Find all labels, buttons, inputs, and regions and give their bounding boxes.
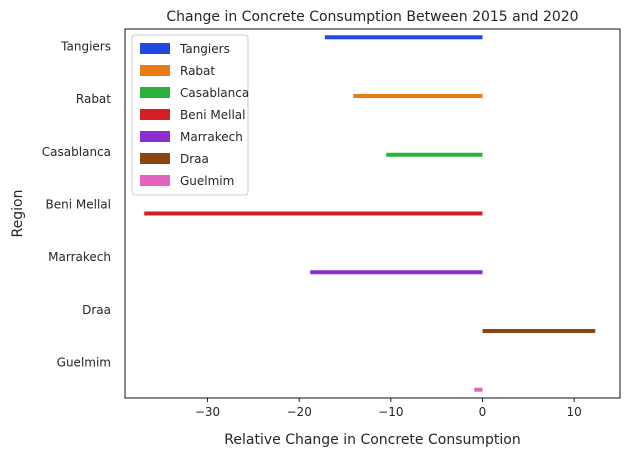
plot-area: −30 −20 −10 0 10 Tangiers Rabat Casablanca Beni …: [42, 28, 621, 419]
legend-label: Guelmim: [180, 174, 234, 188]
x-tick-label: 10: [567, 405, 582, 419]
legend-swatch: [140, 65, 170, 76]
y-tick-label: Beni Mellal: [46, 198, 111, 212]
bar-casablanca: [386, 152, 483, 157]
x-axis-title: Relative Change in Concrete Consumption: [224, 432, 520, 448]
y-tick-label: Marrakech: [48, 250, 111, 264]
x-tick-label: −20: [287, 405, 312, 419]
y-tick-label: Tangiers: [60, 39, 111, 53]
bar-draa: [482, 328, 596, 333]
legend-label: Casablanca: [180, 86, 249, 100]
legend-label: Draa: [180, 152, 209, 166]
x-tick-label: 0: [479, 405, 487, 419]
legend-label: Rabat: [180, 64, 215, 78]
bar-guelmim: [474, 387, 483, 392]
legend-label: Beni Mellal: [180, 108, 245, 122]
bar-marrakech: [310, 270, 483, 275]
legend-swatch: [140, 131, 170, 142]
bar-beni-mellal: [144, 211, 483, 216]
legend-swatch: [140, 43, 170, 54]
legend-swatch: [140, 175, 170, 186]
y-tick-label: Casablanca: [42, 145, 111, 159]
legend-label: Marrakech: [180, 130, 243, 144]
y-tick-label: Draa: [82, 303, 111, 317]
legend-label: Tangiers: [179, 42, 230, 56]
chart-title: Change in Concrete Consumption Between 2…: [166, 9, 578, 25]
plot-frame: [124, 28, 621, 399]
bar-tangiers: [324, 35, 483, 40]
legend: Tangiers Rabat Casablanca Beni Mellal Marrak…: [131, 34, 249, 196]
legend-swatch: [140, 87, 170, 98]
legend-swatch: [140, 153, 170, 164]
x-tick-label: −10: [378, 405, 403, 419]
y-axis-title: Region: [10, 190, 26, 238]
bar-rabat: [353, 94, 483, 99]
legend-swatch: [140, 109, 170, 120]
y-tick-label: Rabat: [76, 92, 111, 106]
x-tick-label: −30: [195, 405, 220, 419]
y-tick-label: Guelmim: [57, 356, 111, 370]
